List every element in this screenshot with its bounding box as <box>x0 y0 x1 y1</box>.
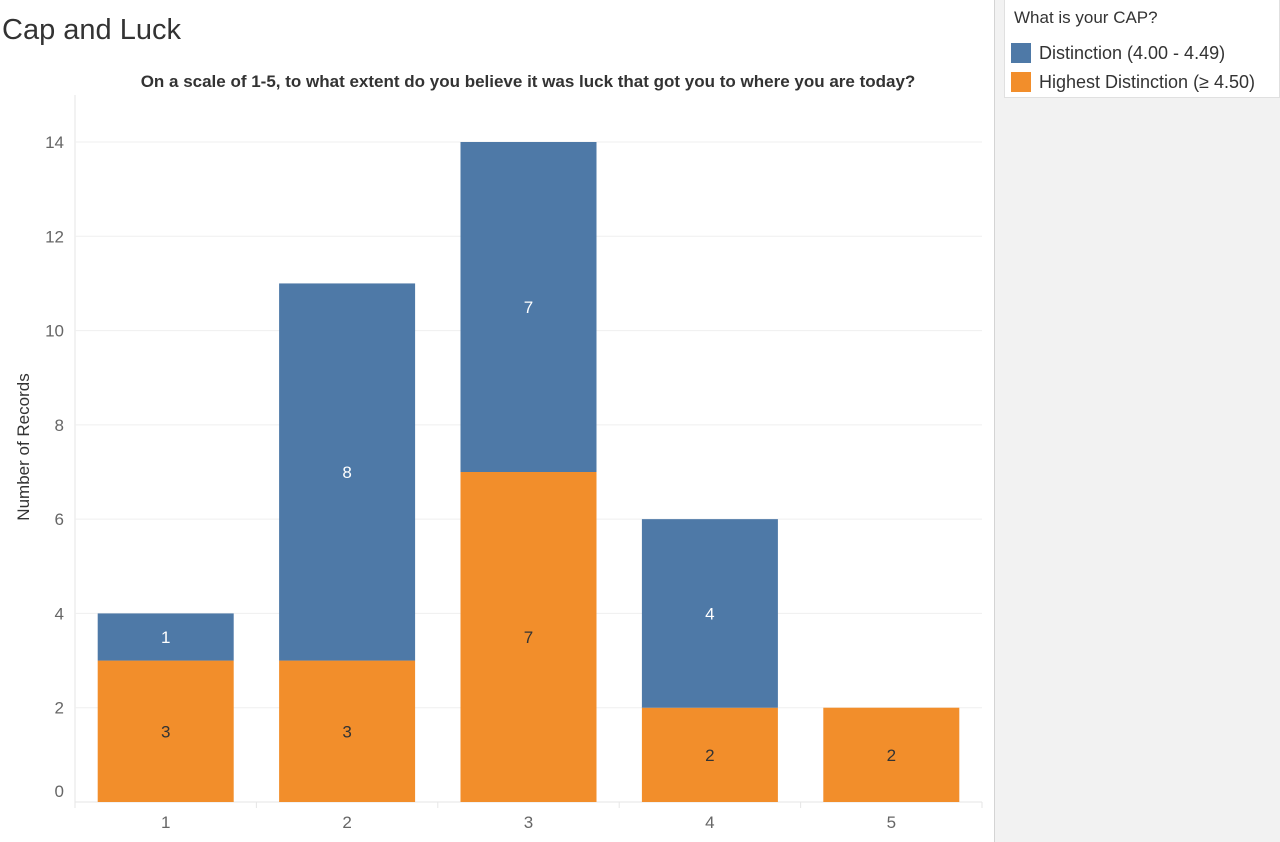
legend-label-highest-distinction: Highest Distinction (≥ 4.50) <box>1039 71 1255 92</box>
x-tick-label: 5 <box>887 813 896 832</box>
bar-segment-highest-distinction <box>97 660 234 802</box>
legend-swatch-distinction <box>1011 43 1031 63</box>
bar-segment-distinction <box>97 613 234 661</box>
bar-data-label: 2 <box>705 746 714 765</box>
y-tick-label: 2 <box>55 699 64 718</box>
bar-data-label: 8 <box>342 463 351 482</box>
bar-segment-distinction <box>279 283 416 661</box>
y-tick-label: 0 <box>55 782 64 801</box>
bar-data-label: 1 <box>161 628 170 647</box>
bar-segment-highest-distinction <box>823 707 960 802</box>
bar-segment-distinction <box>641 519 778 708</box>
legend-item-highest-distinction[interactable]: Highest Distinction (≥ 4.50) <box>1011 71 1255 93</box>
y-tick-label: 4 <box>55 604 64 623</box>
bar-segment-highest-distinction <box>460 472 597 802</box>
bar-data-label: 2 <box>887 746 896 765</box>
y-tick-label: 10 <box>45 322 64 341</box>
y-tick-label: 6 <box>55 510 64 529</box>
y-tick-label: 8 <box>55 416 64 435</box>
x-tick-label: 3 <box>524 813 533 832</box>
bar-data-label: 4 <box>705 604 714 623</box>
x-tick-label: 4 <box>705 813 714 832</box>
bar-segment-highest-distinction <box>279 660 416 802</box>
side-panel <box>994 0 1280 842</box>
y-axis-label: Number of Records <box>14 373 33 520</box>
y-tick-label: 14 <box>45 133 64 152</box>
bar-segment-distinction <box>460 142 597 472</box>
bar-segment-highest-distinction <box>641 707 778 802</box>
dashboard-title: Cap and Luck <box>2 14 181 46</box>
legend-item-distinction[interactable]: Distinction (4.00 - 4.49) <box>1011 42 1225 64</box>
y-tick-label: 12 <box>45 227 64 246</box>
x-tick-label: 1 <box>161 813 170 832</box>
chart-title: On a scale of 1-5, to what extent do you… <box>141 72 916 91</box>
legend-title: What is your CAP? <box>1014 8 1158 27</box>
stacked-bar-chart: On a scale of 1-5, to what extent do you… <box>14 72 983 832</box>
legend: What is your CAP? Distinction (4.00 - 4.… <box>1004 0 1280 98</box>
bar-data-label: 7 <box>524 628 533 647</box>
bar-data-label: 7 <box>524 298 533 317</box>
legend-label-distinction: Distinction (4.00 - 4.49) <box>1039 42 1226 63</box>
bar-data-label: 3 <box>161 722 170 741</box>
legend-swatch-highest-distinction <box>1011 72 1031 92</box>
x-tick-label: 2 <box>342 813 351 832</box>
bar-data-label: 3 <box>342 722 351 741</box>
